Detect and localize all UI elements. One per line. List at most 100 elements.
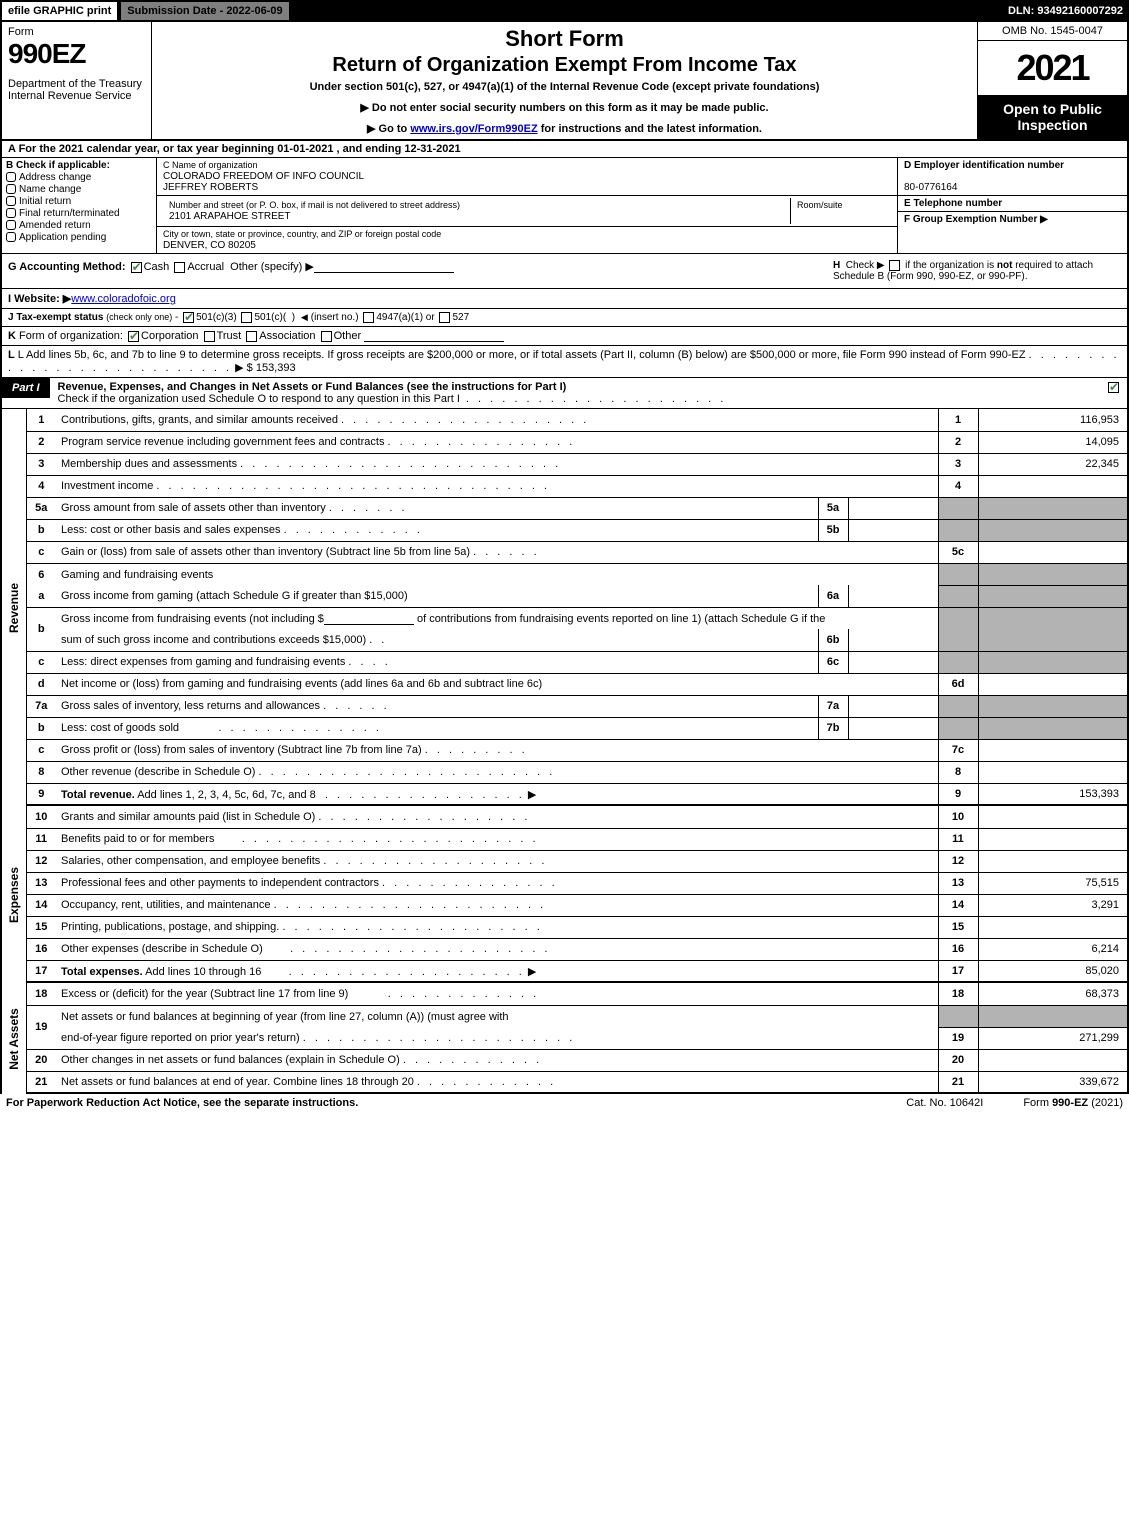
main-title: Return of Organization Exempt From Incom… — [162, 54, 967, 77]
line-15: 15Printing, publications, postage, and s… — [26, 916, 1128, 938]
section-b: B Check if applicable: Address change Na… — [2, 158, 157, 253]
line-9: 9Total revenue. Add lines 1, 2, 3, 4, 5c… — [26, 783, 1128, 805]
spacer — [291, 0, 1002, 22]
short-form-title: Short Form — [162, 26, 967, 52]
tax-year: 2021 — [978, 41, 1127, 95]
subtitle: Under section 501(c), 527, or 4947(a)(1)… — [162, 81, 967, 93]
e-label: E Telephone number — [904, 198, 1002, 209]
dln-label: DLN: 93492160007292 — [1002, 0, 1129, 22]
header-left: Form 990EZ Department of the Treasury In… — [2, 22, 152, 139]
chk-501c3[interactable] — [183, 312, 194, 323]
goto-pre: ▶ Go to — [367, 123, 410, 135]
expenses-table: 10Grants and similar amounts paid (list … — [26, 806, 1129, 983]
group-block: F Group Exemption Number ▶ — [898, 212, 1127, 253]
org-name-block: C Name of organization COLORADO FREEDOM … — [157, 158, 897, 196]
ein-block: D Employer identification number 80-0776… — [898, 158, 1127, 196]
line-18: 18Excess or (deficit) for the year (Subt… — [26, 983, 1128, 1005]
form-header: Form 990EZ Department of the Treasury In… — [0, 22, 1129, 141]
accrual-label: Accrual — [187, 261, 224, 273]
other-blank[interactable] — [314, 261, 454, 273]
f-label: F Group Exemption Number ▶ — [904, 214, 1048, 225]
row-j: J Tax-exempt status (check only one) - 5… — [0, 309, 1129, 327]
form-word: Form — [8, 26, 145, 38]
street-label: Number and street (or P. O. box, if mail… — [169, 200, 460, 210]
line-7b: bLess: cost of goods sold . . . . . . . … — [26, 717, 1128, 739]
room-label: Room/suite — [797, 200, 843, 210]
line-17: 17Total expenses. Add lines 10 through 1… — [26, 960, 1128, 982]
page-footer: For Paperwork Reduction Act Notice, see … — [0, 1094, 1129, 1112]
submission-date: Submission Date - 2022-06-09 — [119, 0, 290, 22]
chk-final[interactable]: Final return/terminated — [6, 208, 152, 219]
line-7c: cGross profit or (loss) from sales of in… — [26, 739, 1128, 761]
part1-header: Part I Revenue, Expenses, and Changes in… — [0, 378, 1129, 409]
section-c: C Name of organization COLORADO FREEDOM … — [157, 158, 897, 253]
revenue-section: Revenue 1Contributions, gifts, grants, a… — [0, 409, 1129, 806]
l-text: L Add lines 5b, 6c, and 7b to line 9 to … — [18, 349, 1026, 361]
omb-number: OMB No. 1545-0047 — [978, 22, 1127, 41]
warning-line: ▶ Do not enter social security numbers o… — [162, 101, 967, 114]
org-name: COLORADO FREEDOM OF INFO COUNCIL — [163, 171, 364, 182]
header-right: OMB No. 1545-0047 2021 Open to Public In… — [977, 22, 1127, 139]
line-20: 20Other changes in net assets or fund ba… — [26, 1049, 1128, 1071]
expenses-sidelabel: Expenses — [2, 806, 26, 983]
l-amount: ▶ $ 153,393 — [235, 362, 295, 374]
irs-link[interactable]: www.irs.gov/Form990EZ — [410, 123, 537, 135]
line-3: 3Membership dues and assessments . . . .… — [26, 453, 1128, 475]
row-g: G Accounting Method: Cash Accrual Other … — [0, 254, 1129, 289]
netassets-section: Net Assets 18Excess or (deficit) for the… — [0, 983, 1129, 1094]
chk-amended[interactable]: Amended return — [6, 220, 152, 231]
part1-tab: Part I — [2, 378, 50, 398]
netassets-sidelabel: Net Assets — [2, 983, 26, 1094]
line-6c: cLess: direct expenses from gaming and f… — [26, 651, 1128, 673]
footer-right: Form 990-EZ (2021) — [1023, 1097, 1123, 1109]
goto-post: for instructions and the latest informat… — [538, 123, 762, 135]
city-label: City or town, state or province, country… — [163, 229, 441, 239]
line-6a: aGross income from gaming (attach Schedu… — [26, 585, 1128, 607]
top-bar: efile GRAPHIC print Submission Date - 20… — [0, 0, 1129, 22]
part1-sub: Check if the organization used Schedule … — [58, 393, 460, 405]
chk-assoc[interactable] — [246, 331, 257, 342]
chk-address[interactable]: Address change — [6, 172, 152, 183]
part1-title: Revenue, Expenses, and Changes in Net As… — [50, 378, 1100, 408]
other-org-blank[interactable] — [364, 330, 504, 342]
chk-cash[interactable] — [131, 262, 142, 273]
chk-scho[interactable] — [1108, 382, 1119, 393]
chk-4947[interactable] — [363, 312, 374, 323]
chk-initial[interactable]: Initial return — [6, 196, 152, 207]
other-label: Other (specify) ▶ — [230, 261, 314, 273]
footer-mid: Cat. No. 10642I — [866, 1097, 1023, 1109]
website-link[interactable]: www.coloradofoic.org — [71, 293, 176, 305]
chk-name[interactable]: Name change — [6, 184, 152, 195]
chk-corp[interactable] — [128, 331, 139, 342]
tel-block: E Telephone number — [898, 196, 1127, 212]
line-6b-1: bGross income from fundraising events (n… — [26, 607, 1128, 629]
chk-527[interactable] — [439, 312, 450, 323]
d-label: D Employer identification number — [904, 160, 1064, 171]
line-19a: 19Net assets or fund balances at beginni… — [26, 1005, 1128, 1027]
chk-trust[interactable] — [204, 331, 215, 342]
line-11: 11Benefits paid to or for members . . . … — [26, 828, 1128, 850]
chk-501c[interactable] — [241, 312, 252, 323]
chk-h[interactable] — [889, 260, 900, 271]
line-19b: end-of-year figure reported on prior yea… — [26, 1027, 1128, 1049]
line-7a: 7aGross sales of inventory, less returns… — [26, 695, 1128, 717]
care-of: JEFFREY ROBERTS — [163, 182, 258, 193]
chk-other[interactable] — [321, 331, 332, 342]
efile-label: efile GRAPHIC print — [0, 0, 119, 22]
row-l: L L Add lines 5b, 6c, and 7b to line 9 t… — [0, 346, 1129, 378]
line-16: 16Other expenses (describe in Schedule O… — [26, 938, 1128, 960]
dept-label: Department of the Treasury Internal Reve… — [8, 78, 145, 102]
row-a-taxyear: A For the 2021 calendar year, or tax yea… — [0, 141, 1129, 158]
line-12: 12Salaries, other compensation, and empl… — [26, 850, 1128, 872]
inspection-label: Open to Public Inspection — [978, 95, 1127, 139]
line-8: 8Other revenue (describe in Schedule O) … — [26, 761, 1128, 783]
revenue-sidelabel: Revenue — [2, 409, 26, 806]
expenses-section: Expenses 10Grants and similar amounts pa… — [0, 806, 1129, 983]
line-6d: dNet income or (loss) from gaming and fu… — [26, 673, 1128, 695]
ein-value: 80-0776164 — [904, 182, 957, 193]
goto-line: ▶ Go to www.irs.gov/Form990EZ for instru… — [162, 122, 967, 135]
chk-pending[interactable]: Application pending — [6, 232, 152, 243]
line-14: 14Occupancy, rent, utilities, and mainte… — [26, 894, 1128, 916]
chk-accrual[interactable] — [174, 262, 185, 273]
line-2: 2Program service revenue including gover… — [26, 431, 1128, 453]
